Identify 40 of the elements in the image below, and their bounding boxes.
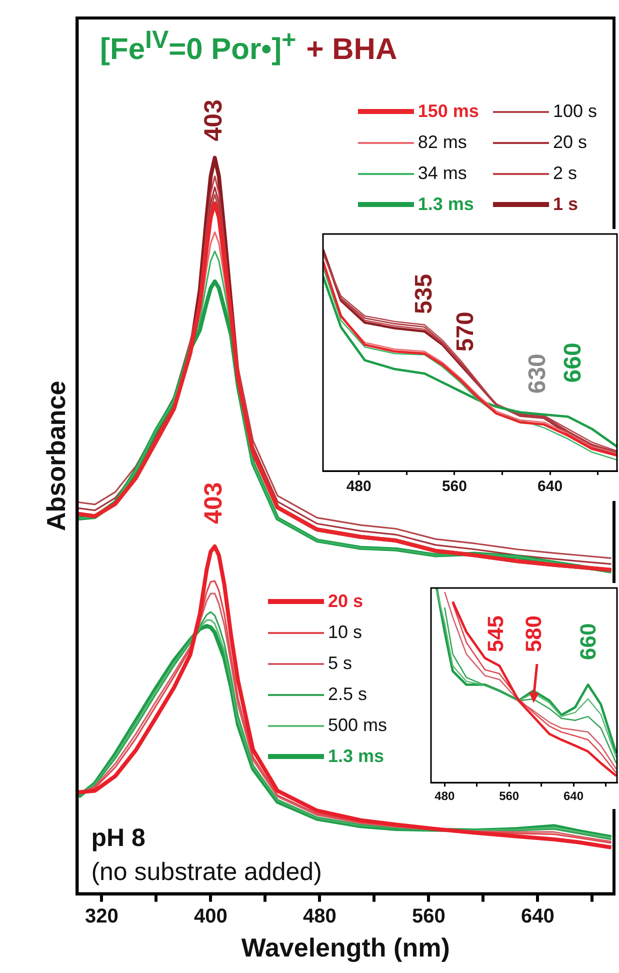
annotation: 570 xyxy=(452,312,480,352)
annotation: 535 xyxy=(410,274,438,314)
legend-label: 150 ms xyxy=(418,101,479,122)
x-axis-title: Wavelength (nm) xyxy=(241,932,450,963)
legend-label: 1 s xyxy=(552,194,578,215)
x-tick-label: 560 xyxy=(499,789,520,804)
x-tick-label: 480 xyxy=(434,789,456,804)
legend-label: 20 s xyxy=(328,591,364,612)
annotation: 660 xyxy=(576,623,601,660)
legend-label: 100 s xyxy=(552,101,597,122)
legend-label: 2.5 s xyxy=(328,684,368,705)
annotation: 580 xyxy=(520,615,546,652)
annotation: 630 xyxy=(524,354,551,394)
legend-label: 10 s xyxy=(328,622,362,643)
chart-title: [Fe$^{IV}$=0 Por•]$^{+}$ xyxy=(100,26,296,66)
legend-label: 1.3 ms xyxy=(418,194,474,215)
x-tick-label: 480 xyxy=(346,478,372,496)
x-tick-label: 640 xyxy=(538,478,563,496)
x-tick-label: 320 xyxy=(85,905,118,928)
text: 403 xyxy=(200,100,228,142)
x-tick-label: 560 xyxy=(412,905,446,928)
chart-subtitle: + BHA xyxy=(306,33,398,66)
x-tick-label: 480 xyxy=(303,905,336,928)
legend-label: 20 s xyxy=(552,132,587,153)
y-axis-title: Absorbance xyxy=(40,380,71,532)
legend-label: 500 ms xyxy=(328,715,388,736)
annotation: (no substrate added) xyxy=(91,858,322,886)
annotation: 403 xyxy=(200,482,228,524)
annotation: 545 xyxy=(483,615,508,652)
x-tick-label: 400 xyxy=(194,905,228,928)
x-tick-label: 640 xyxy=(564,789,584,804)
legend-label: 1.3 ms xyxy=(328,746,384,767)
annotation: 660 xyxy=(560,342,587,383)
legend-label: 5 s xyxy=(328,653,352,674)
legend-label: 82 ms xyxy=(418,132,467,153)
x-tick-label: 560 xyxy=(442,478,467,496)
annotation: pH 8 xyxy=(91,824,146,852)
x-tick-label: 640 xyxy=(521,905,554,928)
legend-label: 34 ms xyxy=(418,163,467,184)
legend-label: 2 s xyxy=(552,163,577,184)
